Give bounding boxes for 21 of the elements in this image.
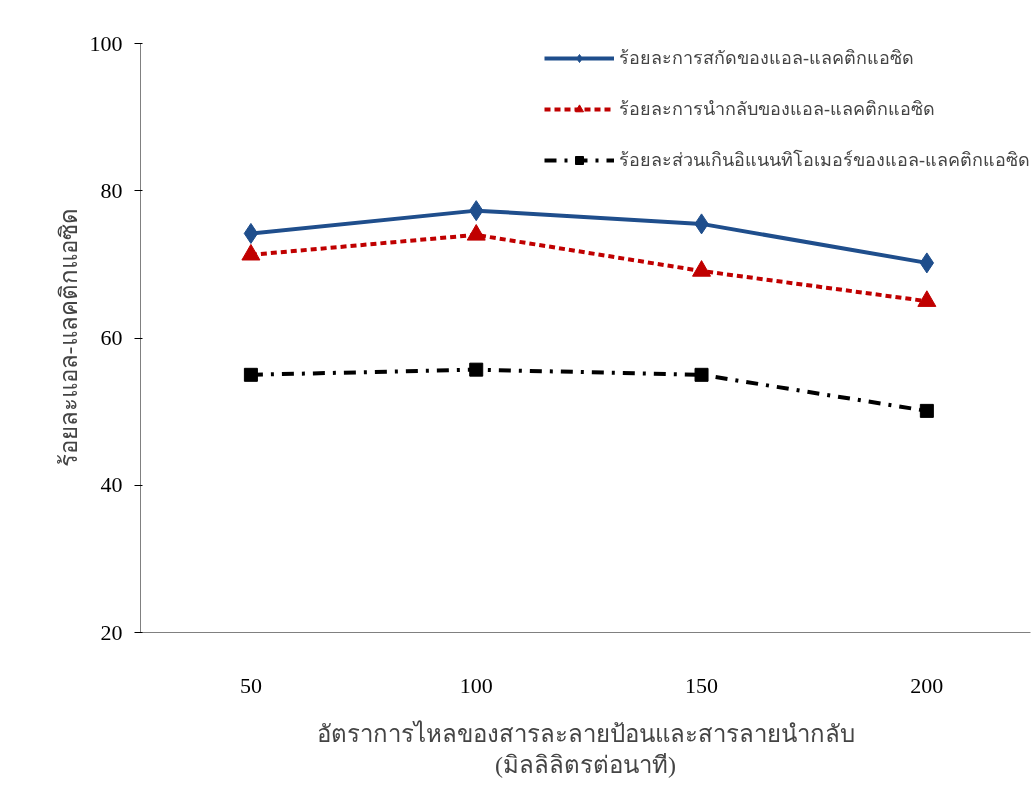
point bbox=[919, 252, 935, 274]
legend-label: ร้อยละการสกัดของแอล-แลคติกแอซิด bbox=[619, 47, 914, 70]
x-tick-label: 200 bbox=[910, 672, 944, 698]
point bbox=[243, 367, 258, 382]
x-tick-label: 150 bbox=[685, 672, 719, 698]
x-tick-label: 50 bbox=[239, 672, 262, 698]
point bbox=[919, 403, 934, 418]
point bbox=[466, 224, 486, 241]
x-tick-label: 100 bbox=[459, 672, 493, 698]
x-axis-title: อัตราการไหลของสารละลายป้อนและสารลายนำกลับ (มิลลิลิตรต่อนาที) bbox=[316, 719, 855, 778]
point bbox=[469, 362, 484, 377]
y-tick-label: 60 bbox=[100, 325, 123, 350]
y-tick-label: 80 bbox=[100, 177, 123, 203]
point bbox=[694, 367, 709, 382]
y-axis-title: ร้อยละแอล-แลคติกแอซิด bbox=[55, 208, 82, 468]
legend-label: ร้อยละส่วนเกินอิแนนทิโอเมอร์ของแอล-แลคติกแอซิด bbox=[619, 148, 1030, 172]
legend-label: ร้อยละการนำกลับของแอล-แลคติกแอซิด bbox=[619, 98, 935, 121]
y-tick-label: 100 bbox=[89, 30, 123, 56]
y-tick-label: 40 bbox=[100, 472, 123, 498]
y-tick-label: 20 bbox=[100, 619, 123, 645]
point bbox=[243, 222, 259, 244]
